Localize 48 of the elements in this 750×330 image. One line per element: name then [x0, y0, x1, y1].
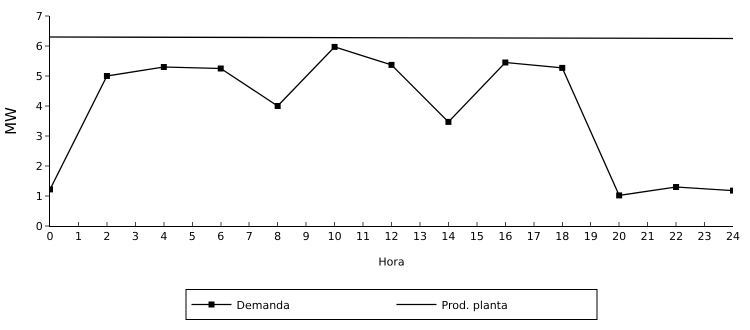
y-tick-label: 5 — [36, 70, 43, 83]
x-tick-label: 0 — [46, 230, 54, 244]
point — [559, 64, 566, 71]
legend-label: Demanda — [236, 298, 290, 312]
y-tick-label: 7 — [36, 10, 43, 23]
x-tick-label: 10 — [328, 230, 342, 244]
y-tick-label: 0 — [36, 220, 43, 233]
x-tick-label: 5 — [188, 230, 196, 244]
y-tick-label: 4 — [36, 100, 43, 113]
x-tick-label: 9 — [302, 230, 310, 244]
x-tick-label: 3 — [132, 230, 139, 244]
x-tick-label: 14 — [441, 230, 456, 244]
point — [616, 192, 622, 198]
x-tick-label: 21 — [640, 230, 655, 244]
x-tick-label: 15 — [470, 230, 484, 244]
point — [388, 62, 394, 68]
x-tick-label: 20 — [612, 230, 626, 244]
x-tick-label: 23 — [698, 230, 712, 244]
point — [332, 44, 338, 50]
x-tick-label: 19 — [584, 230, 598, 244]
x-tick-label: 13 — [412, 230, 427, 244]
x-tick-label: 18 — [555, 230, 570, 244]
point — [104, 73, 110, 79]
y-axis-title: MW — [2, 106, 20, 135]
x-tick-label: 24 — [726, 230, 740, 244]
point — [160, 64, 167, 70]
x-axis-title: Hora — [378, 255, 405, 268]
point — [673, 184, 680, 190]
x-tick-label: 11 — [356, 230, 370, 244]
x-tick-label: 17 — [526, 230, 541, 244]
point — [445, 118, 452, 125]
x-tick-label: 22 — [669, 230, 684, 244]
x-tick-label: 8 — [274, 230, 282, 244]
x-tick-label: 2 — [103, 230, 110, 244]
point — [218, 66, 224, 72]
y-tick-label: 2 — [36, 160, 43, 173]
y-tick-label: 6 — [36, 40, 43, 53]
x-tick-label: 12 — [384, 230, 398, 244]
y-tick-label: 1 — [36, 190, 43, 203]
x-tick-label: 6 — [217, 230, 224, 244]
legend-label: Prod. planta — [442, 298, 508, 312]
point — [274, 103, 281, 109]
y-tick-label: 3 — [36, 130, 43, 143]
x-tick-label: 1 — [74, 230, 82, 244]
x-tick-label: 4 — [160, 230, 168, 244]
x-tick-label: 16 — [498, 230, 512, 244]
point — [502, 60, 508, 66]
x-tick-label: 7 — [246, 230, 253, 244]
